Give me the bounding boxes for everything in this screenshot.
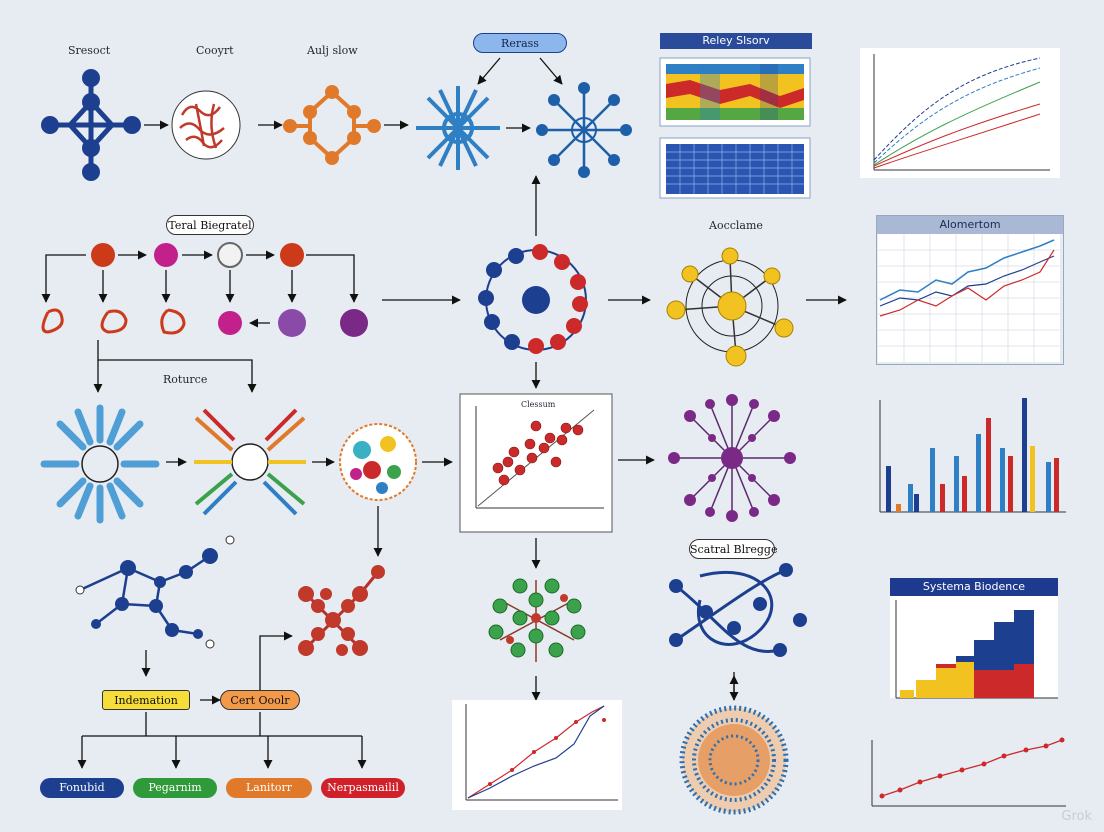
blue-cross-molecule [50, 78, 132, 172]
bar-chart-middle [879, 398, 1066, 513]
dotted-cluster [679, 705, 789, 815]
heatmap-top [659, 57, 811, 127]
row2-flow-arrows [41, 175, 847, 393]
heatmap-title: Reley Slsorv [660, 33, 812, 49]
blue-spike-cluster [416, 86, 500, 170]
bottom-right-line-chart [871, 737, 1066, 807]
heatmap-bottom [659, 137, 811, 199]
orange-diamond-molecule [283, 85, 381, 165]
red-protein-circle [171, 90, 241, 160]
top-right-line-chart [860, 48, 1060, 178]
label-roturce: Roturce [163, 373, 208, 386]
row2-coils [41, 308, 186, 335]
row2-balls [91, 242, 368, 337]
row1-arrows [144, 57, 563, 133]
label-teral-biegratel: Teral Biegratel [166, 215, 254, 235]
green-cluster [488, 578, 586, 662]
stacked-bar-chart [890, 596, 1058, 699]
bottom-arrows [77, 631, 739, 769]
label-aocclame: Aocclame [709, 219, 763, 232]
colorful-cell-circle [339, 423, 417, 501]
box-pegarnim: Pegarnim [133, 778, 217, 798]
blue-cross-atoms [41, 69, 141, 181]
label-cooyrt: Cooyrt [196, 44, 234, 57]
watermark-text: Grok [1061, 809, 1092, 824]
loop-graph-molecule [669, 563, 807, 657]
yellow-orbit-molecule [666, 247, 794, 367]
ring-molecule [478, 244, 588, 354]
box-indemation: Indemation [102, 690, 190, 710]
blue-radial-cluster [40, 404, 160, 524]
box-lanitorr: Lanitorr [226, 778, 312, 798]
scatter-panel [459, 393, 613, 533]
scatter-title: Clessum [521, 400, 556, 409]
pill-rerass: Rerass [473, 33, 567, 53]
label-sresoct: Sresoct [68, 44, 111, 57]
bottom-center-line-chart [452, 700, 622, 810]
line-panel-chart [878, 234, 1060, 362]
system-chart-title: Systema Biodence [890, 578, 1058, 596]
navy-branched-molecule [75, 535, 235, 649]
box-fonubid: Fonubid [40, 778, 124, 798]
red-branched-molecule [298, 565, 385, 656]
rainbow-fan [194, 408, 306, 516]
purple-star-molecule [668, 394, 796, 522]
box-nerposmall: Nerpasmailil [321, 778, 405, 798]
box-cert-ooolr: Cert Ooolr [220, 690, 300, 710]
line-panel: Alomertom [876, 215, 1064, 365]
line-panel-title: Alomertom [877, 216, 1063, 234]
label-aulj-slow: Aulj slow [307, 44, 358, 57]
label-scatral-blregge: Scatral Blregge [689, 539, 777, 559]
row3-arrows [166, 455, 655, 569]
blue-star-molecule [536, 82, 632, 178]
